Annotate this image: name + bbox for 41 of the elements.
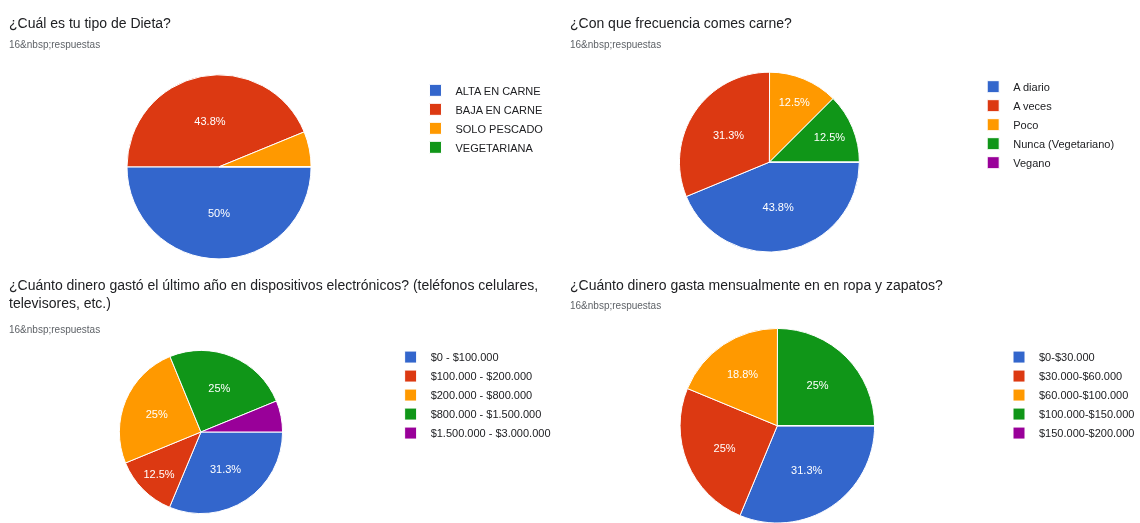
- legend-label: Poco: [1013, 118, 1039, 131]
- data-label: 18.8%: [726, 367, 759, 380]
- data-label: 25%: [145, 407, 168, 420]
- data-label: 12.5%: [813, 131, 846, 144]
- data-label: 43.8%: [194, 115, 226, 128]
- legend-label: SOLO PESCADO: [455, 122, 544, 135]
- data-label: 31.3%: [712, 128, 745, 141]
- chart-title: ¿Cuánto dinero gastó el último año en dispositivos electrónicos? (teléfonos celulares, televisores, etc.): [9, 277, 539, 312]
- data-label: 12.5%: [143, 467, 175, 480]
- legend-label: A veces: [1013, 99, 1053, 112]
- legend-label: $1.500.000 - $3.000.000: [430, 427, 551, 440]
- chart-subtitle: 16&nbsp;respuestas: [9, 324, 101, 335]
- chart-subtitle: 16&nbsp;respuestas: [570, 39, 662, 50]
- legend-label: $800.000 - $1.500.000: [430, 408, 542, 421]
- legend-label: $0-$30.000: [1039, 351, 1095, 364]
- legend-label: $100.000 - $200.000: [430, 370, 533, 383]
- chart-title: ¿Cuál es tu tipo de Dieta?: [9, 15, 172, 31]
- legend-label: $0 - $100.000: [430, 351, 499, 364]
- legend-label: Vegano: [1013, 156, 1051, 169]
- data-label: 25%: [208, 381, 231, 394]
- data-label: 12.5%: [778, 96, 811, 109]
- legend-label: BAJA EN CARNE: [455, 103, 543, 116]
- data-label: 25%: [713, 441, 736, 454]
- legend-label: VEGETARIANA: [455, 141, 534, 154]
- data-label: 31.3%: [791, 463, 823, 476]
- data-label: 25%: [806, 379, 829, 392]
- chart-subtitle: 16&nbsp;respuestas: [570, 300, 662, 311]
- legend-label: $60.000-$100.000: [1039, 389, 1129, 402]
- chart-subtitle: 16&nbsp;respuestas: [9, 39, 101, 50]
- legend-label: $100.000-$150.000: [1039, 408, 1135, 421]
- legend-label: ALTA EN CARNE: [455, 84, 541, 97]
- chart-title: ¿Con que frecuencia comes carne?: [570, 15, 792, 31]
- legend-label: A diario: [1013, 80, 1050, 93]
- legend-label: $200.000 - $800.000: [430, 389, 533, 402]
- chart-title: ¿Cuánto dinero gasta mensualmente en en ropa y zapatos?: [570, 277, 943, 293]
- legend-label: $30.000-$60.000: [1039, 370, 1123, 383]
- data-label: 43.8%: [762, 200, 794, 213]
- data-label: 31.3%: [209, 463, 242, 476]
- legend-label: Nunca (Vegetariano): [1013, 137, 1115, 150]
- data-label: 50%: [207, 206, 231, 219]
- legend-label: $150.000-$200.000: [1039, 427, 1135, 440]
